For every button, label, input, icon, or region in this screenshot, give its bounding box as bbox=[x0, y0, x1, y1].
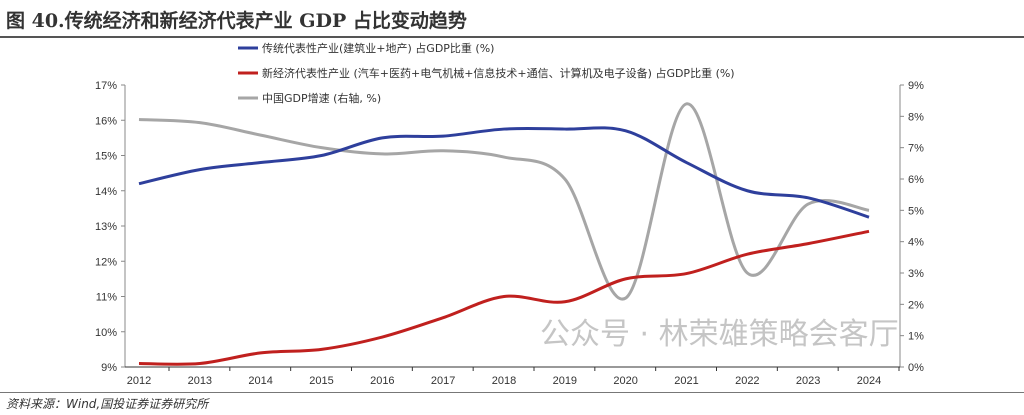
y-tick-label: 11% bbox=[96, 292, 117, 304]
x-tick-label: 2021 bbox=[674, 375, 698, 387]
series-line-0 bbox=[138, 126, 870, 219]
x-tick-label: 2019 bbox=[553, 375, 577, 387]
y2-tick-label: 2% bbox=[908, 299, 924, 311]
y-tick-label: 9% bbox=[101, 362, 117, 374]
watermark: 公众号 · 林荣雄策略会客厅 bbox=[540, 317, 899, 352]
x-tick-label: 2017 bbox=[431, 375, 455, 387]
x-tick-label: 2016 bbox=[370, 375, 394, 387]
y-tick-label: 14% bbox=[95, 186, 117, 198]
y-tick-label: 10% bbox=[95, 327, 117, 339]
x-tick-label: 2023 bbox=[796, 375, 820, 387]
figure-title: 图 40.传统经济和新经济代表产业 GDP 占比变动趋势 bbox=[6, 10, 467, 32]
y2-tick-label: 3% bbox=[908, 268, 924, 280]
y-tick-label: 13% bbox=[95, 221, 117, 233]
y-tick-label: 15% bbox=[95, 151, 117, 163]
legend-label: 新经济代表性产业 (汽车+医药+电气机械+信息技术+通信、计算机及电子设备) 占… bbox=[262, 66, 735, 80]
x-tick-label: 2014 bbox=[248, 375, 272, 387]
y-tick-label: 16% bbox=[95, 115, 117, 127]
y2-tick-label: 1% bbox=[908, 331, 924, 343]
legend-label: 传统代表性产业(建筑业+地产) 占GDP比重 (%) bbox=[262, 41, 494, 55]
y2-tick-label: 7% bbox=[908, 143, 924, 155]
y2-tick-label: 0% bbox=[908, 362, 924, 374]
x-tick-label: 2018 bbox=[492, 375, 516, 387]
series-line-2 bbox=[138, 102, 870, 301]
y2-tick-label: 5% bbox=[908, 205, 924, 217]
x-tick-label: 2022 bbox=[735, 375, 759, 387]
title-divider bbox=[0, 36, 1024, 38]
legend-label: 中国GDP增速 (右轴, %) bbox=[262, 91, 381, 105]
x-tick-label: 2015 bbox=[309, 375, 333, 387]
y2-tick-label: 4% bbox=[908, 237, 924, 249]
y-tick-label: 12% bbox=[95, 256, 117, 268]
y2-tick-label: 9% bbox=[908, 80, 924, 92]
y2-tick-label: 8% bbox=[908, 111, 924, 123]
x-tick-label: 2024 bbox=[857, 375, 881, 387]
x-tick-label: 2020 bbox=[613, 375, 637, 387]
y2-tick-label: 6% bbox=[908, 174, 924, 186]
y-tick-label: 17% bbox=[95, 80, 117, 92]
x-tick-label: 2012 bbox=[127, 375, 151, 387]
x-tick-label: 2013 bbox=[188, 375, 212, 387]
source-divider bbox=[0, 392, 1024, 393]
source-note: 资料来源：Wind,国投证券证券研究所 bbox=[6, 397, 209, 411]
